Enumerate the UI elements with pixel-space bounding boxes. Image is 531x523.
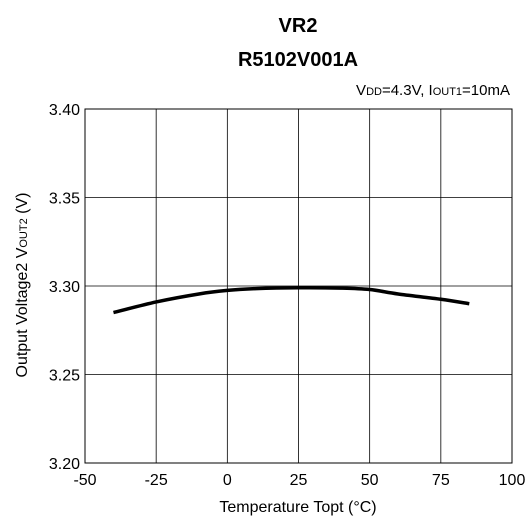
y-tick-label: 3.30 — [49, 279, 80, 296]
iout-symbol: I — [429, 82, 433, 99]
iout-subscript: OUT1 — [433, 86, 462, 98]
y-tick-label: 3.40 — [49, 102, 80, 119]
chart-title: VR2 — [279, 15, 318, 37]
iout-value: =10mA — [462, 82, 510, 99]
x-tick-label: 100 — [499, 472, 526, 489]
x-tick-label: -50 — [73, 472, 96, 489]
y-label-main: Output Voltage2 V — [14, 247, 31, 377]
y-label-subscript: OUT2 — [18, 218, 30, 247]
vdd-subscript: DD — [366, 86, 382, 98]
grid-lines — [85, 109, 512, 463]
series-group — [113, 285, 470, 315]
x-tick-label: 25 — [290, 472, 308, 489]
series-line — [113, 285, 470, 315]
x-tick-labels: -50 -25 0 25 50 75 100 — [73, 472, 525, 489]
x-tick-label: 75 — [432, 472, 450, 489]
y-label-unit: (V) — [14, 193, 31, 219]
vdd-value: =4.3V, — [382, 82, 429, 99]
y-tick-label: 3.20 — [49, 456, 80, 473]
y-axis-label: Output Voltage2 VOUT2 (V) — [14, 193, 31, 378]
y-tick-label: 3.35 — [49, 191, 80, 208]
x-tick-label: 50 — [361, 472, 379, 489]
test-condition: VDD=4.3V, IOUT1=10mA — [356, 82, 510, 99]
y-tick-label: 3.25 — [49, 368, 80, 385]
vdd-symbol: V — [356, 82, 366, 99]
chart-subtitle: R5102V001A — [238, 49, 358, 71]
x-tick-label: 0 — [223, 472, 232, 489]
x-axis-label: Temperature Topt (°C) — [219, 499, 376, 516]
y-tick-labels: 3.20 3.25 3.30 3.35 3.40 — [49, 102, 80, 473]
x-tick-label: -25 — [145, 472, 168, 489]
plot-frame — [84, 108, 513, 464]
